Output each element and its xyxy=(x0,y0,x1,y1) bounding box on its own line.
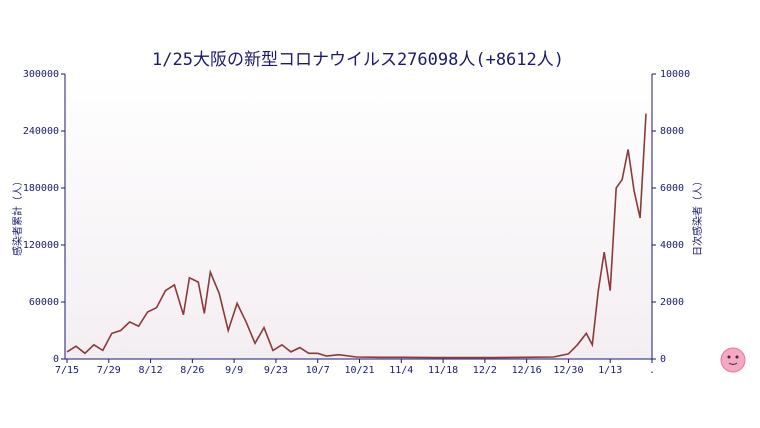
virus-icon xyxy=(720,347,746,373)
chart-title: 1/25大阪の新型コロナウイルス276098人(+8612人) xyxy=(152,50,564,70)
y-tick-label: 60000 xyxy=(29,297,59,308)
x-tick-label: 9/9 xyxy=(225,365,243,376)
y2-tick-label: 8000 xyxy=(660,126,684,137)
y2-tick-label: 2000 xyxy=(660,297,684,308)
y2-axis-label: 日次感染者（人） xyxy=(691,176,704,256)
x-tick-label: 12/16 xyxy=(512,365,542,376)
y-tick-label: 0 xyxy=(53,354,59,365)
y-axis-label: 感染者累計（人） xyxy=(11,176,24,256)
x-tick-label: 10/21 xyxy=(344,365,374,376)
x-tick-label: 10/7 xyxy=(306,365,330,376)
y2-tick-label: 6000 xyxy=(660,183,684,194)
y2-tick-label: 0 xyxy=(660,354,666,365)
x-tick-label: 8/12 xyxy=(139,365,163,376)
y-tick-label: 240000 xyxy=(23,126,59,137)
x-tick-label: 12/30 xyxy=(553,365,583,376)
x-tick-label: 7/15 xyxy=(55,365,79,376)
plot-area xyxy=(65,74,652,359)
x-tick-label: 11/4 xyxy=(389,365,413,376)
y-tick-label: 300000 xyxy=(23,69,59,80)
x-tick-label: 9/23 xyxy=(264,365,288,376)
y2-tick-label: 4000 xyxy=(660,240,684,251)
x-tick-label: . xyxy=(649,365,655,376)
x-tick-label: 11/18 xyxy=(428,365,458,376)
y-tick-label: 180000 xyxy=(23,183,59,194)
x-tick-label: 1/13 xyxy=(598,365,622,376)
y-tick-label: 120000 xyxy=(23,240,59,251)
y2-tick-label: 10000 xyxy=(660,69,690,80)
x-tick-label: 8/26 xyxy=(180,365,204,376)
x-tick-label: 12/2 xyxy=(473,365,497,376)
x-tick-label: 7/29 xyxy=(97,365,121,376)
line xyxy=(66,113,647,359)
